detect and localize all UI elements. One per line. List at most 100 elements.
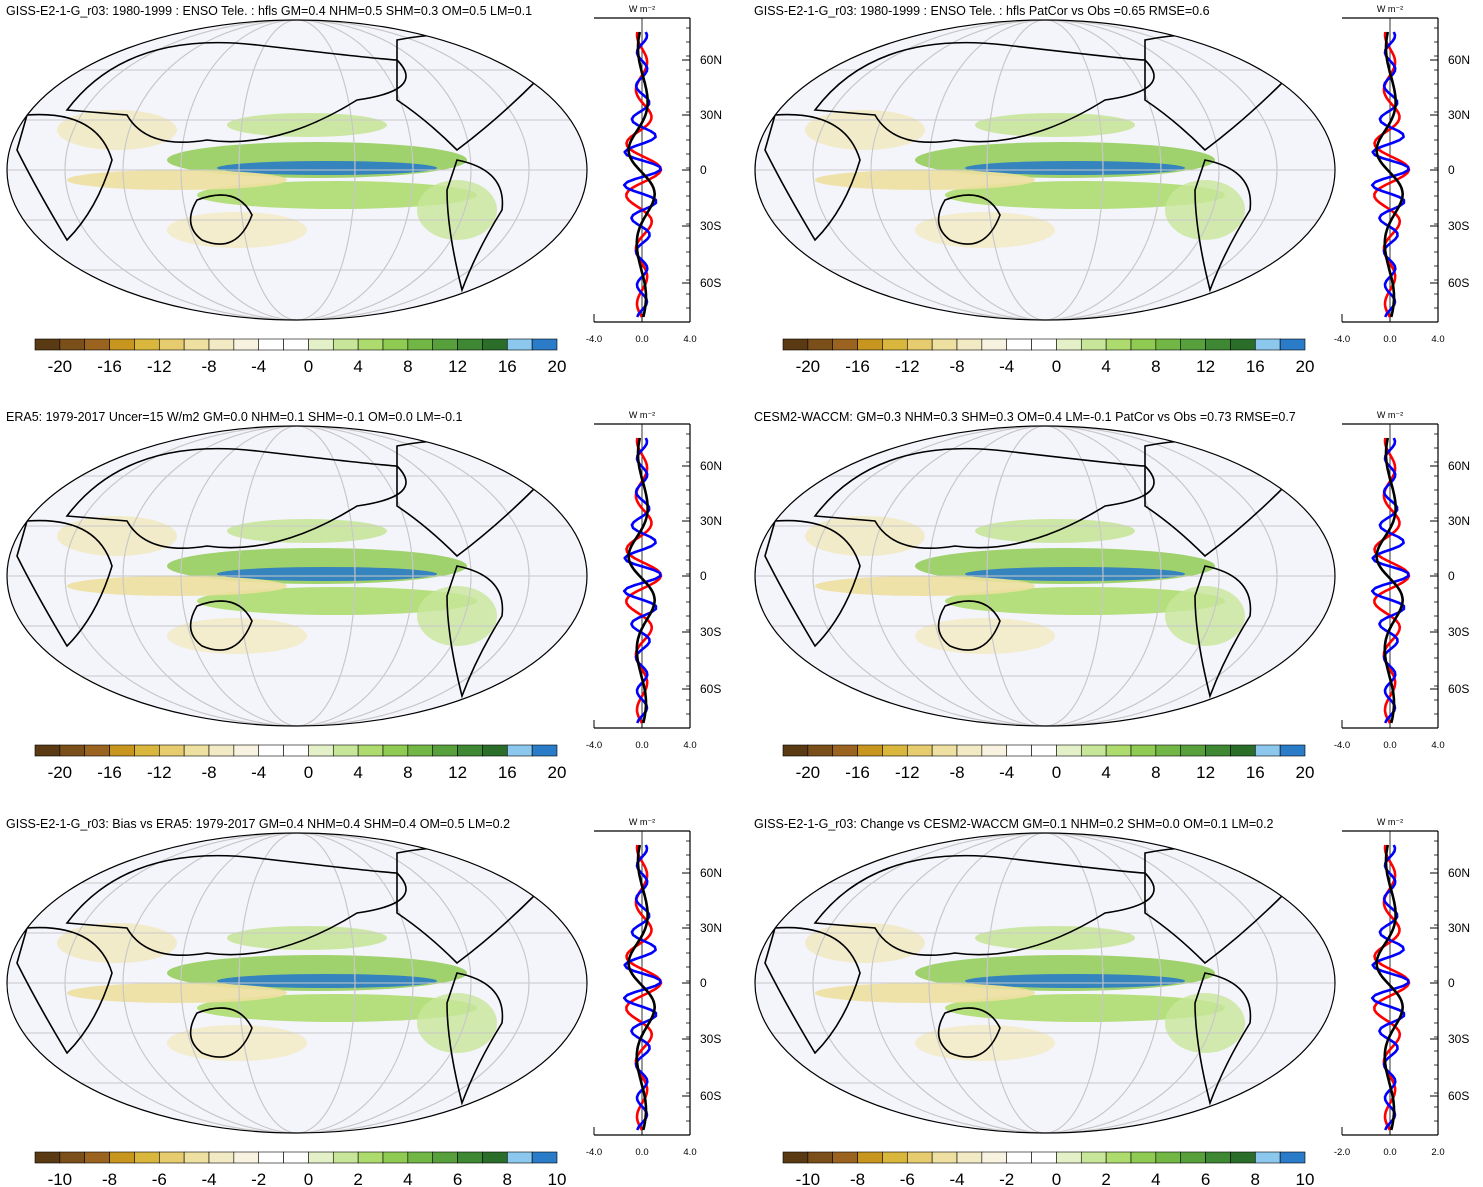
colorbar-swatch — [1155, 1151, 1182, 1164]
colorbar-swatch — [382, 744, 409, 757]
colorbar: -20 -16 -12 -8 -4 0 4 8 12 16 20 — [34, 744, 566, 782]
field-blob — [945, 587, 1225, 615]
colorbar: -20 -16 -12 -8 -4 0 4 8 12 16 20 — [782, 744, 1314, 782]
colorbar-tick-label: 2 — [1101, 1170, 1110, 1187]
colorbar-swatch — [183, 1151, 210, 1164]
colorbar-swatch — [1056, 338, 1082, 351]
colorbar-tick-label: -12 — [895, 763, 920, 782]
colorbar-swatch — [807, 1151, 834, 1164]
colorbar-tick-label: -2 — [251, 1170, 266, 1187]
lat-tick-label: 30N — [1448, 921, 1470, 935]
colorbar-swatch — [857, 338, 883, 351]
colorbar-tick-label: 12 — [448, 763, 467, 782]
zonal-xtick-label: 0.0 — [1383, 740, 1396, 751]
colorbar-swatch — [1279, 338, 1306, 351]
colorbar-swatch — [506, 1151, 533, 1164]
lat-tick-label: 30S — [1448, 625, 1469, 639]
colorbar-swatch — [407, 338, 434, 351]
colorbar-swatch — [84, 338, 110, 351]
zonal-xtick-label: 0.0 — [1383, 1147, 1396, 1158]
continent-outline — [764, 113, 861, 242]
zonal-unit-label: W m⁻² — [629, 4, 655, 14]
colorbar-swatch — [956, 338, 983, 351]
lat-tick-label: 30S — [1448, 1032, 1469, 1046]
colorbar-swatch — [134, 744, 160, 757]
continent-outline — [446, 159, 504, 293]
colorbar-swatch — [208, 338, 235, 351]
lat-tick-label: 30S — [700, 625, 721, 639]
colorbar-tick-label: 0 — [1052, 357, 1061, 376]
colorbar-swatch — [233, 338, 260, 351]
colorbar-swatch — [1254, 1151, 1281, 1164]
map — [6, 832, 588, 1134]
colorbar-tick-label: 0 — [1052, 763, 1061, 782]
zonal-xtick-label: 0.0 — [635, 740, 648, 751]
zonal-mean-plot: W m⁻² -4.0 0.0 4.0 60N 30N 0 30S 60S — [1334, 410, 1470, 751]
zonal-line-mean — [627, 437, 656, 724]
colorbar-swatch — [308, 1151, 334, 1164]
zonal-xtick-label: 4.0 — [683, 1147, 696, 1158]
colorbar-tick-label: -4 — [949, 1170, 964, 1187]
colorbar-tick-label: -20 — [796, 763, 821, 782]
colorbar-swatch — [59, 1151, 86, 1164]
colorbar-swatch — [1155, 744, 1182, 757]
colorbar-swatch — [1205, 1151, 1231, 1164]
colorbar-swatch — [258, 338, 284, 351]
map-graticule — [755, 833, 1335, 1133]
lat-tick-label: 60N — [1448, 53, 1470, 67]
colorbar-swatch — [531, 338, 558, 351]
map-graticule — [7, 20, 587, 320]
map-border — [6, 425, 588, 727]
colorbar-tick-label: 16 — [498, 763, 517, 782]
colorbar-tick-label: -8 — [102, 1170, 117, 1187]
colorbar-swatch — [283, 1151, 309, 1164]
colorbar-swatch — [283, 338, 309, 351]
colorbar-swatch — [1006, 1151, 1032, 1164]
colorbar-tick-label: 8 — [403, 357, 412, 376]
lat-tick-label: 30N — [1448, 108, 1470, 122]
colorbar-swatch — [832, 744, 858, 757]
colorbar: -20 -16 -12 -8 -4 0 4 8 12 16 20 — [34, 338, 566, 376]
colorbar-tick-label: -4 — [999, 357, 1014, 376]
colorbar-swatch — [208, 744, 235, 757]
colorbar-swatch — [906, 744, 933, 757]
map-graticule — [7, 833, 587, 1133]
field-blob — [945, 181, 1225, 209]
field-blob — [217, 567, 437, 581]
continent-outline — [189, 600, 253, 651]
colorbar-swatch — [432, 1151, 458, 1164]
colorbar-swatch — [1180, 1151, 1206, 1164]
map-field — [57, 110, 497, 248]
colorbar-swatch — [134, 338, 160, 351]
colorbar-swatch — [158, 338, 185, 351]
lat-tick-label: 0 — [700, 163, 707, 177]
colorbar-tick-label: 16 — [1246, 357, 1265, 376]
map-graticule — [755, 20, 1335, 320]
panel-p2: GISS-E2-1-G_r03: 1980-1999 : ENSO Tele. … — [754, 4, 1470, 376]
colorbar-tick-label: -12 — [895, 357, 920, 376]
colorbar-tick-label: -4 — [999, 763, 1014, 782]
colorbar-swatch — [134, 1151, 160, 1164]
field-blob — [417, 180, 497, 240]
lat-tick-label: 60S — [1448, 1089, 1469, 1103]
colorbar-swatch — [482, 1151, 508, 1164]
colorbar-swatch — [34, 744, 61, 757]
field-blob — [217, 974, 437, 988]
continent-outline — [937, 194, 1001, 245]
colorbar-swatch — [457, 1151, 483, 1164]
colorbar-swatch — [432, 338, 458, 351]
colorbar-swatch — [1056, 744, 1082, 757]
field-blob — [217, 161, 437, 175]
colorbar-swatch — [807, 338, 834, 351]
field-blob — [167, 1025, 307, 1061]
map-border — [754, 19, 1336, 321]
colorbar-swatch — [382, 338, 409, 351]
field-blob — [197, 994, 477, 1022]
colorbar-tick-label: -2 — [999, 1170, 1014, 1187]
colorbar-swatch — [1279, 1151, 1306, 1164]
lat-tick-label: 30S — [1448, 219, 1469, 233]
colorbar-tick-label: -4 — [251, 763, 266, 782]
continent-outline — [1194, 972, 1252, 1106]
field-blob — [67, 170, 287, 190]
colorbar-swatch — [1130, 1151, 1157, 1164]
